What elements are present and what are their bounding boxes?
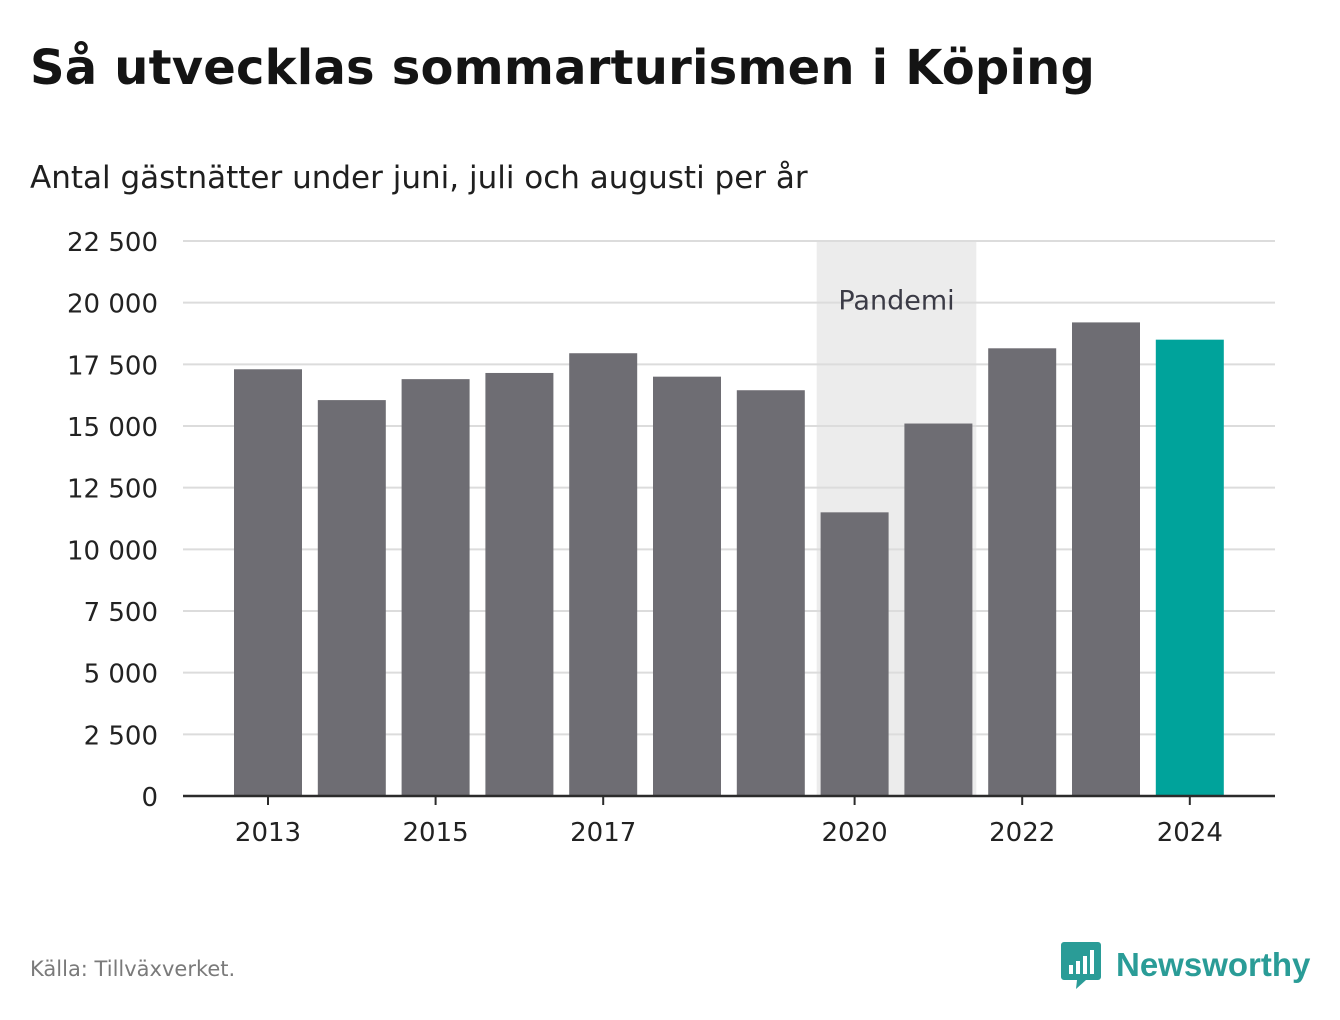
bar-2022 [988, 348, 1056, 796]
bar-2016 [485, 373, 553, 796]
y-tick-label: 17 500 [67, 351, 158, 381]
x-tick-label: 2024 [1157, 818, 1223, 848]
annotation-label: Pandemi [838, 286, 954, 317]
y-tick-label: 2 500 [84, 721, 158, 751]
y-tick-label: 0 [141, 783, 158, 813]
bar-2019 [737, 390, 805, 796]
bar-2020 [821, 512, 889, 796]
x-tick-label: 2015 [403, 818, 469, 848]
brand-name: Newsworthy [1116, 946, 1310, 984]
bar-2021 [904, 424, 972, 796]
y-tick-label: 22 500 [67, 228, 158, 258]
y-tick-label: 7 500 [84, 598, 158, 628]
bar-2024 [1156, 340, 1224, 796]
bar-2018 [653, 377, 721, 796]
bar-2023 [1072, 322, 1140, 796]
x-tick-label: 2017 [570, 818, 636, 848]
y-tick-label: 5 000 [84, 660, 158, 690]
brand: Newsworthy [1060, 940, 1310, 990]
x-tick-label: 2013 [235, 818, 301, 848]
bar-2013 [234, 369, 302, 796]
bar-2015 [402, 379, 470, 796]
source-note: Källa: Tillväxverket. [30, 957, 235, 981]
x-tick-label: 2020 [822, 818, 888, 848]
y-tick-label: 10 000 [67, 536, 158, 566]
bar-2014 [318, 400, 386, 796]
bar-2017 [569, 353, 637, 796]
newsworthy-logo-icon [1060, 940, 1102, 990]
x-tick-label: 2022 [989, 818, 1055, 848]
y-tick-label: 15 000 [67, 413, 158, 443]
y-tick-label: 12 500 [67, 475, 158, 505]
y-tick-label: 20 000 [67, 290, 158, 320]
bar-chart: 0 2 500 5 000 7 500 10 000 12 500 15 000 17 500… [0, 0, 1340, 900]
